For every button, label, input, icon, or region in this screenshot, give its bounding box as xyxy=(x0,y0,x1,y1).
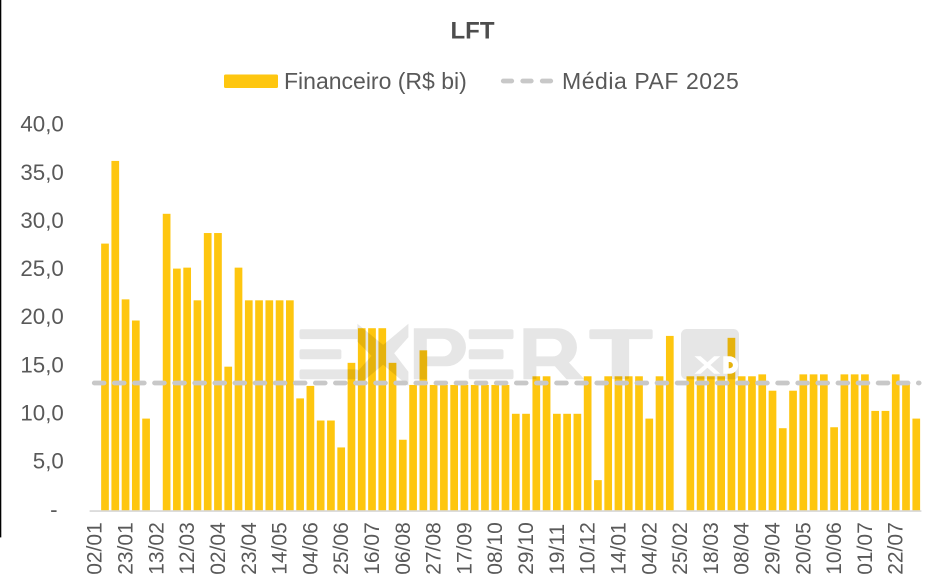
svg-text:19/11: 19/11 xyxy=(546,524,569,575)
svg-text:LFT: LFT xyxy=(451,18,495,45)
svg-text:23/01: 23/01 xyxy=(115,522,138,575)
svg-text:5,0: 5,0 xyxy=(33,449,64,474)
svg-text:10,0: 10,0 xyxy=(20,401,63,426)
svg-text:06/08: 06/08 xyxy=(392,522,415,575)
svg-text:10/06: 10/06 xyxy=(823,522,846,575)
svg-text:10/12: 10/12 xyxy=(577,522,600,575)
svg-text:29/10: 29/10 xyxy=(515,522,538,575)
svg-text:17/09: 17/09 xyxy=(453,522,476,575)
svg-text:16/07: 16/07 xyxy=(361,522,384,575)
svg-text:Financeiro (R$ bi): Financeiro (R$ bi) xyxy=(284,68,467,94)
svg-text:-: - xyxy=(50,497,57,522)
svg-text:20,0: 20,0 xyxy=(20,304,63,329)
svg-text:04/02: 04/02 xyxy=(638,522,661,575)
svg-text:15,0: 15,0 xyxy=(20,352,63,377)
svg-text:35,0: 35,0 xyxy=(20,160,63,185)
svg-text:14/05: 14/05 xyxy=(269,522,292,575)
svg-text:40,0: 40,0 xyxy=(20,112,63,137)
svg-text:01/07: 01/07 xyxy=(854,522,877,575)
svg-text:04/06: 04/06 xyxy=(299,522,322,575)
svg-text:02/01: 02/01 xyxy=(84,522,107,575)
svg-text:23/04: 23/04 xyxy=(238,522,261,575)
svg-text:25/02: 25/02 xyxy=(669,522,692,575)
svg-text:25/06: 25/06 xyxy=(330,522,353,575)
svg-text:02/04: 02/04 xyxy=(207,522,230,575)
svg-text:25,0: 25,0 xyxy=(20,256,63,281)
svg-text:08/04: 08/04 xyxy=(731,522,754,575)
svg-text:22/07: 22/07 xyxy=(885,522,908,575)
svg-text:13/02: 13/02 xyxy=(145,522,168,575)
svg-text:08/10: 08/10 xyxy=(484,522,507,575)
svg-text:Média PAF 2025: Média PAF 2025 xyxy=(562,68,739,94)
svg-text:12/03: 12/03 xyxy=(176,522,199,575)
svg-text:29/04: 29/04 xyxy=(762,522,785,575)
svg-text:18/03: 18/03 xyxy=(700,522,723,575)
svg-text:30,0: 30,0 xyxy=(20,208,63,233)
svg-text:27/08: 27/08 xyxy=(423,522,446,575)
svg-text:14/01: 14/01 xyxy=(607,522,630,575)
svg-text:20/05: 20/05 xyxy=(792,522,815,575)
